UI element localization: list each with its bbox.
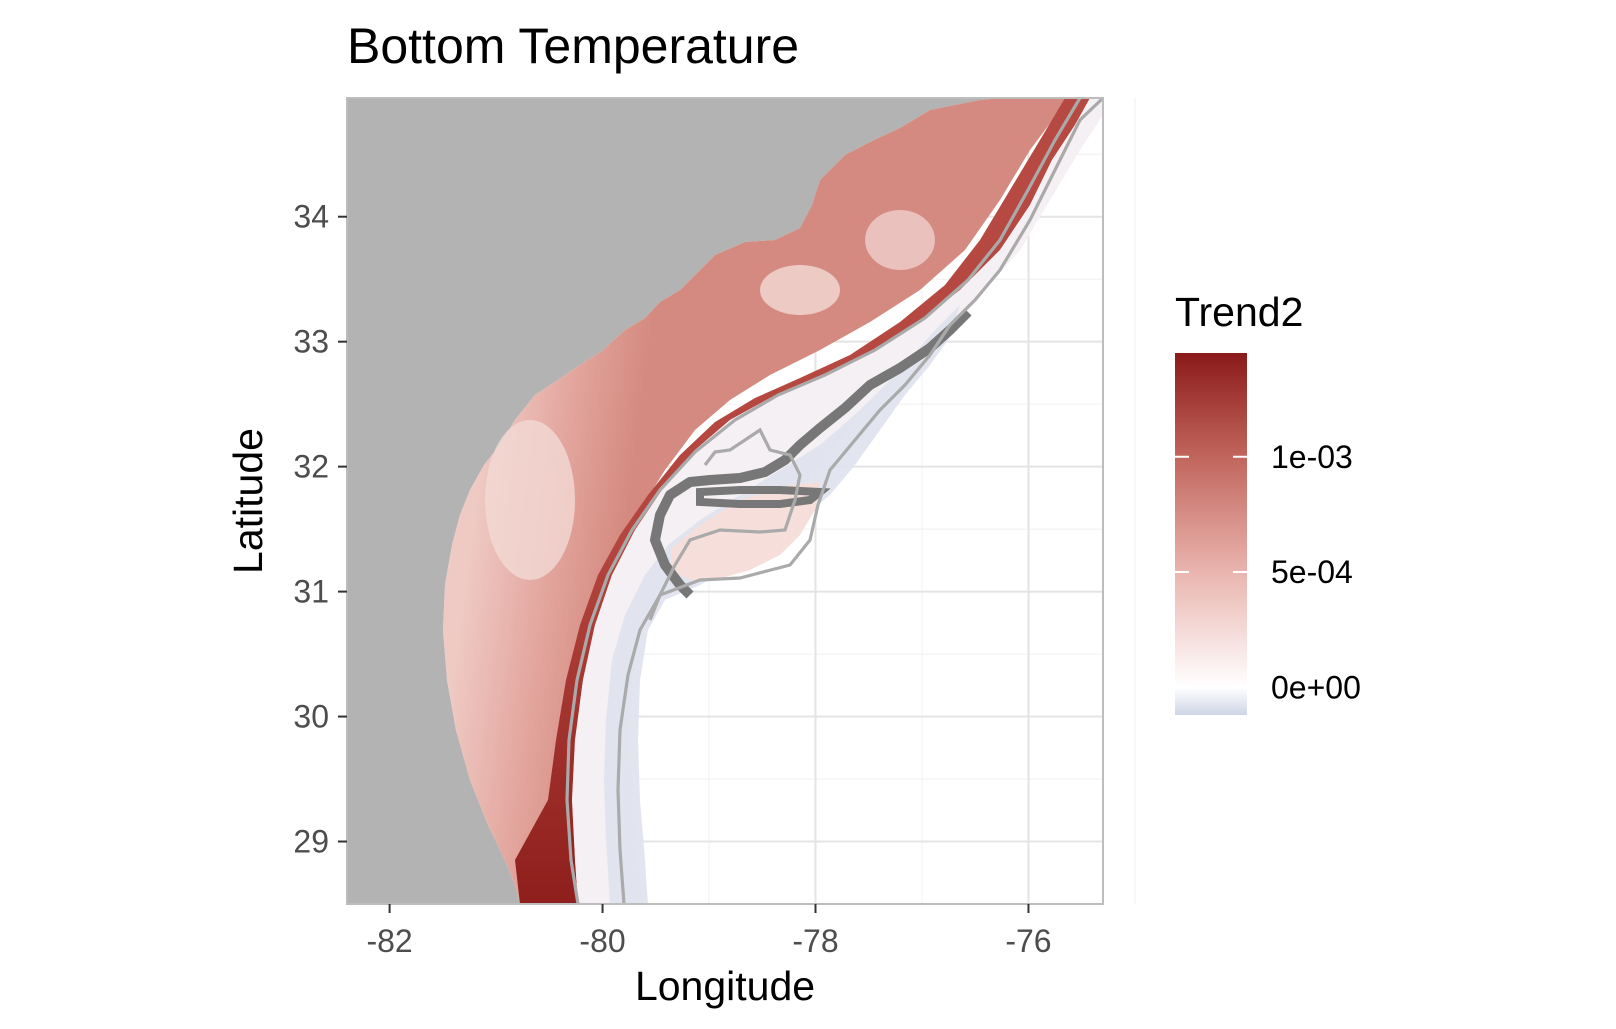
land-mass — [347, 98, 1000, 904]
y-tick-label: 31 — [293, 574, 329, 610]
slope-trend-field — [572, 98, 1103, 904]
contour-lines — [565, 98, 1103, 904]
legend-label: 1e-03 — [1271, 439, 1353, 475]
x-tick-label: -78 — [792, 923, 838, 959]
y-tick-label: 32 — [293, 449, 329, 485]
legend-label: 0e+00 — [1271, 669, 1361, 705]
shelf-light-patch — [760, 265, 840, 315]
legend-title: Trend2 — [1175, 289, 1303, 335]
y-axis: 29 30 31 32 33 34 — [293, 199, 347, 860]
dark-feature-band — [696, 486, 831, 508]
shelf-light-patch — [865, 210, 935, 270]
contour-line — [648, 427, 802, 621]
y-tick-label: 29 — [293, 824, 329, 860]
legend-label: 5e-04 — [1271, 554, 1353, 590]
x-axis-title: Longitude — [635, 963, 815, 1009]
legend-ticks: 0e+00 5e-04 1e-03 — [1175, 439, 1361, 705]
y-tick-label: 34 — [293, 199, 329, 235]
legend: Trend2 0e+00 5e-04 1e-03 — [1175, 289, 1361, 715]
contour-line — [616, 98, 1103, 904]
y-tick-label: 33 — [293, 324, 329, 360]
y-axis-title: Latitude — [225, 428, 271, 574]
shelf-light-patch — [485, 420, 575, 580]
legend-colorbar — [1175, 353, 1247, 715]
y-tick-label: 30 — [293, 699, 329, 735]
x-tick-label: -82 — [366, 923, 412, 959]
contour-line — [565, 98, 1082, 904]
panel-border — [346, 97, 1104, 905]
slope-negative-field — [604, 305, 960, 904]
x-tick-label: -76 — [1005, 923, 1051, 959]
chart-title: Bottom Temperature — [347, 18, 799, 74]
x-tick-label: -80 — [579, 923, 625, 959]
dark-feature-band — [650, 308, 972, 599]
map-panel — [346, 97, 1136, 905]
x-axis: -82 -80 -78 -76 — [366, 904, 1052, 959]
